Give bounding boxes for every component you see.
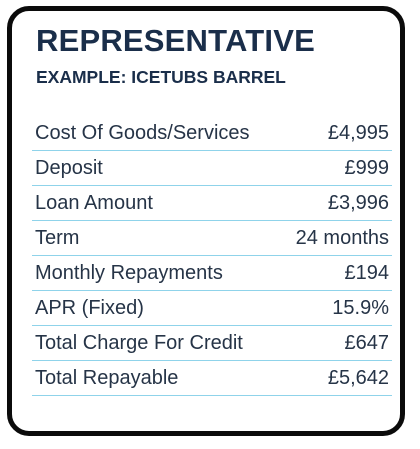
table-row-monthly-repayments: Monthly Repayments £194 <box>32 256 392 291</box>
row-value: £3,996 <box>327 191 389 214</box>
table-row-cost: Cost Of Goods/Services £4,995 <box>32 116 392 151</box>
row-label: Cost Of Goods/Services <box>35 121 250 144</box>
row-label: Deposit <box>35 156 103 179</box>
row-label: Total Charge For Credit <box>35 331 243 354</box>
table-row-loan-amount: Loan Amount £3,996 <box>32 186 392 221</box>
card-title: REPRESENTATIVE <box>36 23 315 58</box>
table-row-apr: APR (Fixed) 15.9% <box>32 291 392 326</box>
row-label: Total Repayable <box>35 366 179 389</box>
row-value: £999 <box>344 156 390 179</box>
row-value: 24 months <box>295 226 389 249</box>
row-label: Monthly Repayments <box>35 261 223 284</box>
row-value: £194 <box>344 261 390 284</box>
row-value: £647 <box>344 331 390 354</box>
table-row-term: Term 24 months <box>32 221 392 256</box>
card-subtitle: EXAMPLE: ICETUBS BARREL <box>36 67 286 87</box>
table-row-total-charge: Total Charge For Credit £647 <box>32 326 392 361</box>
row-value: 15.9% <box>332 296 389 319</box>
finance-example-card: REPRESENTATIVE EXAMPLE: ICETUBS BARREL C… <box>7 6 405 436</box>
row-label: Term <box>35 226 80 249</box>
row-value: £5,642 <box>327 366 389 389</box>
table-row-total-repayable: Total Repayable £5,642 <box>32 361 392 396</box>
row-label: Loan Amount <box>35 191 153 214</box>
finance-table: Cost Of Goods/Services £4,995 Deposit £9… <box>32 116 392 396</box>
table-row-deposit: Deposit £999 <box>32 151 392 186</box>
row-value: £4,995 <box>327 121 389 144</box>
row-label: APR (Fixed) <box>35 296 144 319</box>
